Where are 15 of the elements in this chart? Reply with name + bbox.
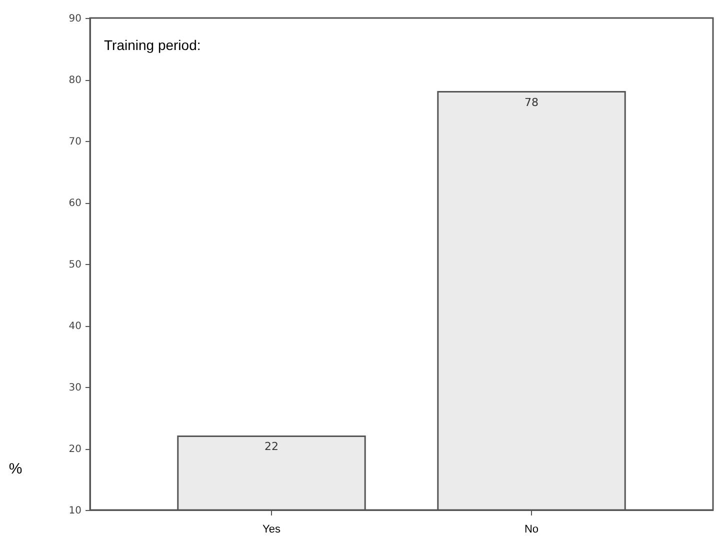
y-tick-label: 80 bbox=[68, 75, 82, 86]
data-label: 78 bbox=[524, 96, 539, 109]
x-tick-label: No bbox=[524, 524, 539, 536]
y-axis-title: % bbox=[8, 460, 22, 478]
x-tick-label: Yes bbox=[262, 524, 281, 536]
y-tick-label: 50 bbox=[68, 260, 82, 270]
y-tick-label: 30 bbox=[68, 382, 82, 394]
y-tick-label: 70 bbox=[68, 136, 82, 148]
y-tick-label: 10 bbox=[68, 506, 82, 516]
y-tick-label: 60 bbox=[68, 198, 82, 209]
y-tick-label: 90 bbox=[68, 14, 82, 24]
y-tick-label: 40 bbox=[68, 321, 82, 332]
data-label: 22 bbox=[264, 440, 278, 454]
y-tick-label: 20 bbox=[68, 444, 82, 455]
text: Training period: bbox=[104, 37, 201, 53]
